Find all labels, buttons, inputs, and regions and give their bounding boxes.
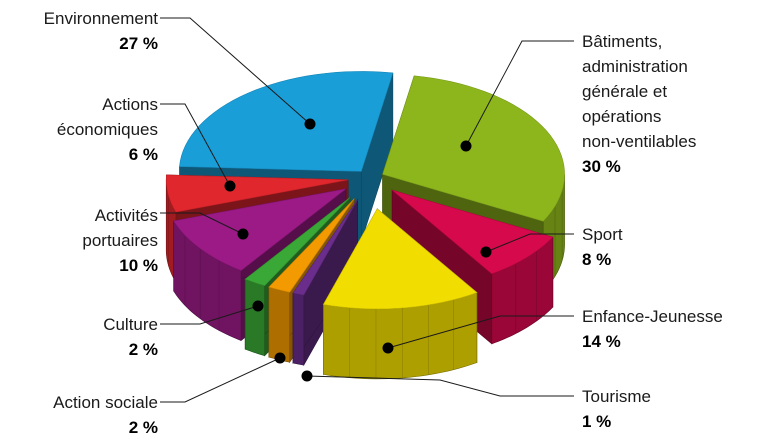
slice-label-line: Bâtiments, bbox=[582, 32, 662, 51]
leader-dot bbox=[237, 228, 249, 240]
leader-line bbox=[160, 212, 244, 235]
slice-top bbox=[322, 208, 478, 310]
slice-label: Bâtiments, administration générale et opéra… bbox=[582, 32, 696, 176]
slice-label-line: Enfance-Jeunesse bbox=[582, 307, 723, 326]
slice-value: 6 % bbox=[129, 145, 158, 164]
leader-dot bbox=[301, 370, 313, 382]
leader-dot bbox=[480, 246, 492, 258]
slice-value: 10 % bbox=[119, 256, 158, 275]
slice-label-line: Tourisme bbox=[582, 387, 651, 406]
slice-labels: Bâtiments, administration générale et opéra… bbox=[44, 9, 723, 436]
slice-label: Tourisme 1 % bbox=[582, 387, 651, 431]
slice-value: 2 % bbox=[129, 418, 158, 436]
leader-line bbox=[160, 357, 281, 403]
leader-dot bbox=[224, 180, 236, 192]
slice-label: Culture 2 % bbox=[103, 315, 158, 359]
slice-value: 27 % bbox=[119, 34, 158, 53]
leader-line bbox=[465, 40, 574, 147]
slice-label: Activités portuaires 10 % bbox=[82, 206, 158, 275]
slice-label-line: administration bbox=[582, 57, 688, 76]
slice-label-line: non-ventilables bbox=[582, 132, 696, 151]
slice-top bbox=[244, 197, 351, 287]
leader-line bbox=[160, 103, 231, 187]
slice-label-line: économiques bbox=[57, 120, 158, 139]
leader-dot bbox=[274, 352, 286, 364]
slice-value: 2 % bbox=[129, 340, 158, 359]
slice-top bbox=[165, 174, 349, 213]
pie-slice-3 bbox=[292, 198, 358, 367]
slice-label-line: Actions bbox=[102, 95, 158, 114]
slice-top bbox=[268, 198, 355, 293]
leader-line bbox=[160, 17, 311, 125]
slice-label: Sport 8 % bbox=[582, 225, 623, 269]
slice-label-line: générale et bbox=[582, 82, 667, 101]
pie-sides bbox=[165, 71, 565, 380]
slice-label-line: portuaires bbox=[82, 231, 158, 250]
slice-side bbox=[292, 292, 305, 366]
slice-side bbox=[268, 286, 290, 363]
slice-label-line: opérations bbox=[582, 107, 661, 126]
pie-slice-2 bbox=[322, 207, 478, 380]
leader-line bbox=[485, 233, 574, 253]
leader-dot bbox=[304, 118, 316, 130]
leader-dot bbox=[460, 140, 472, 152]
slice-label-line: Sport bbox=[582, 225, 623, 244]
slice-top bbox=[179, 71, 394, 172]
leader-line bbox=[160, 305, 259, 325]
slice-label: Enfance-Jeunesse 14 % bbox=[582, 307, 723, 351]
slice-value: 1 % bbox=[582, 412, 611, 431]
slice-value: 8 % bbox=[582, 250, 611, 269]
slice-label-line: Culture bbox=[103, 315, 158, 334]
slice-label-line: Environnement bbox=[44, 9, 159, 28]
slice-side bbox=[244, 278, 265, 357]
slice-value: 30 % bbox=[582, 157, 621, 176]
leader-line bbox=[387, 315, 574, 349]
leader-dot bbox=[382, 342, 394, 354]
slice-value: 14 % bbox=[582, 332, 621, 351]
slice-top bbox=[292, 199, 358, 296]
slice-label-line: Activités bbox=[95, 206, 158, 225]
slice-label: Action sociale 2 % bbox=[53, 393, 158, 436]
slice-label: Environnement 27 % bbox=[44, 9, 159, 53]
slice-label-line: Action sociale bbox=[53, 393, 158, 412]
leader-lines bbox=[160, 17, 574, 403]
slice-top bbox=[382, 75, 565, 222]
slice-top bbox=[391, 189, 554, 275]
leader-line bbox=[306, 375, 574, 397]
slice-top bbox=[173, 188, 347, 271]
leader-dot bbox=[252, 300, 264, 312]
slice-label: Actions économiques 6 % bbox=[57, 95, 158, 164]
